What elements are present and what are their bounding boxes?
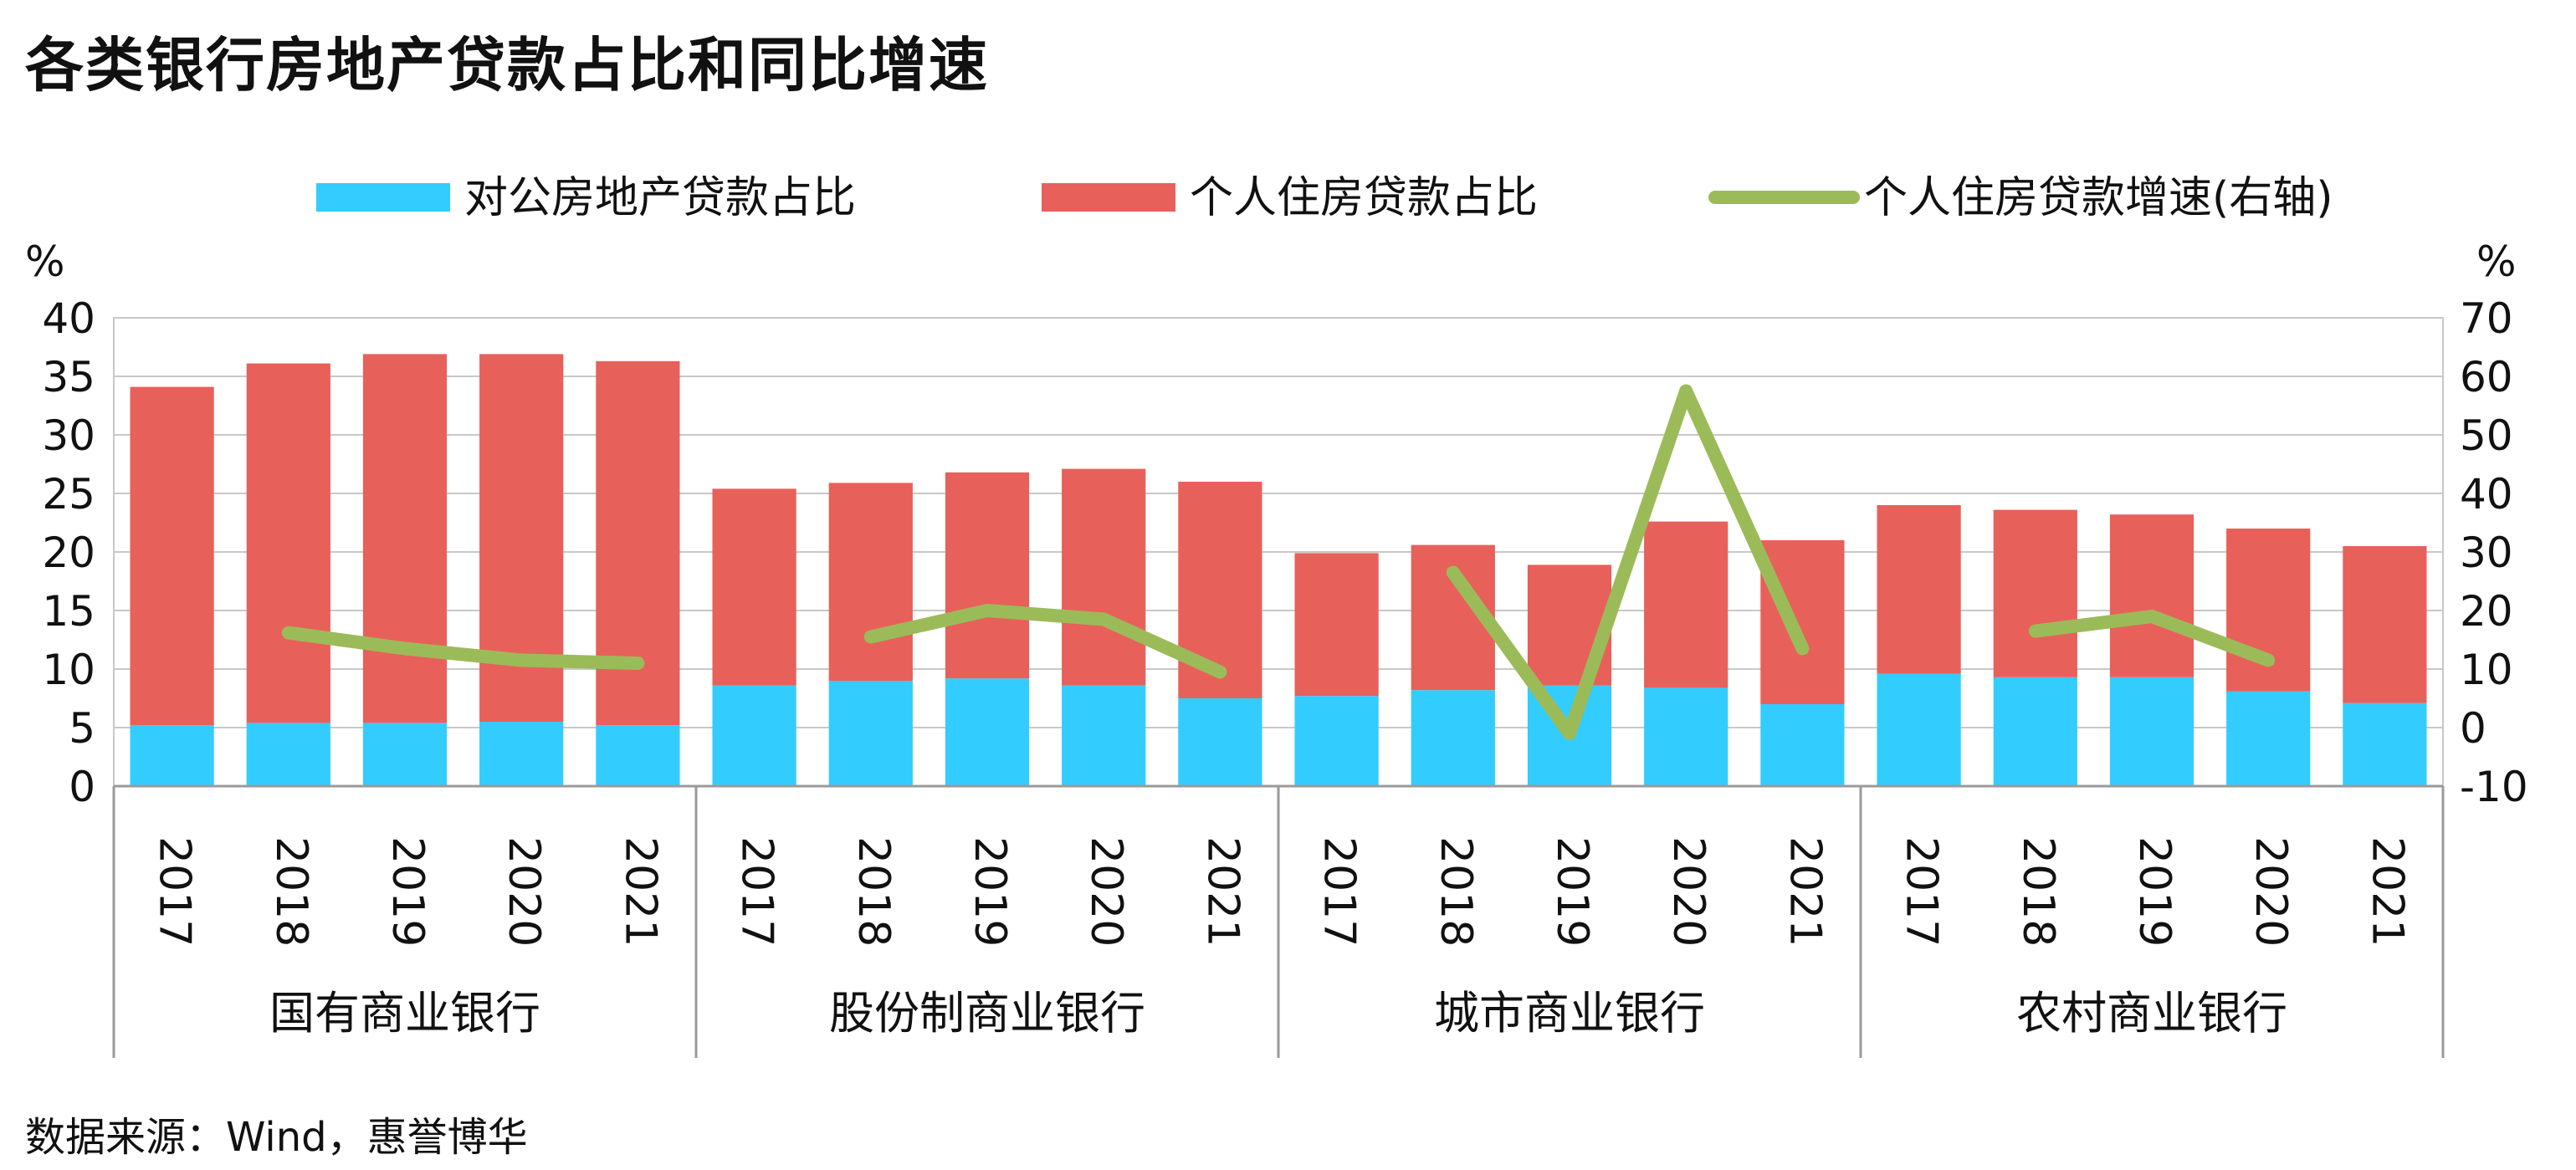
right-tick-label: 30 bbox=[2460, 529, 2513, 577]
legend-label: 对公房地产贷款占比 bbox=[464, 173, 856, 223]
bar-corporate-re bbox=[1760, 704, 1845, 786]
left-tick-label: 30 bbox=[42, 411, 95, 460]
bar-mortgage bbox=[945, 472, 1030, 679]
left-tick-label: 0 bbox=[69, 763, 95, 811]
group-label: 农村商业银行 bbox=[2016, 987, 2287, 1040]
axis-labels: 0 5 10 15 20 25 30 35 40 -10 0 10 20 30 40 50 60 70% % 2017… bbox=[25, 238, 2528, 1040]
bars bbox=[130, 354, 2427, 786]
bar-corporate-re bbox=[1877, 673, 1961, 786]
bar-mortgage bbox=[1877, 505, 1961, 674]
group-label: 城市商业银行 bbox=[1434, 987, 1705, 1040]
right-tick-label: 40 bbox=[2460, 470, 2513, 519]
left-axis-unit: % bbox=[25, 238, 65, 286]
bar-corporate-re bbox=[362, 723, 448, 786]
legend-label: 个人住房贷款占比 bbox=[1190, 173, 1538, 223]
left-tick-label: 20 bbox=[42, 529, 95, 577]
year-label: 2019 bbox=[2129, 836, 2179, 947]
left-tick-label: 5 bbox=[69, 704, 95, 753]
grid-lines bbox=[114, 317, 2443, 787]
year-label: 2020 bbox=[499, 836, 549, 947]
year-label: 2018 bbox=[848, 836, 899, 947]
left-tick-label: 40 bbox=[42, 294, 95, 343]
bar-corporate-re bbox=[130, 725, 214, 786]
bar-corporate-re bbox=[1993, 677, 2077, 786]
year-label: 2020 bbox=[1663, 836, 1713, 947]
bar-mortgage bbox=[2109, 514, 2194, 677]
right-tick-label: 20 bbox=[2460, 587, 2513, 636]
legend-label: 个人住房贷款增速(右轴) bbox=[1864, 173, 2333, 223]
right-tick-label: 10 bbox=[2460, 646, 2513, 694]
bar-mortgage bbox=[712, 488, 796, 686]
source-note: 数据来源：Wind，惠誉博华 bbox=[25, 1114, 528, 1161]
year-label: 2020 bbox=[1081, 836, 1131, 947]
right-tick-label: 50 bbox=[2460, 411, 2513, 460]
year-label: 2019 bbox=[965, 836, 1015, 947]
bar-mortgage bbox=[130, 386, 214, 726]
legend: 对公房地产贷款占比 个人住房贷款占比 个人住房贷款增速(右轴) bbox=[316, 173, 2333, 223]
bar-mortgage bbox=[2343, 546, 2427, 703]
bar-corporate-re bbox=[1178, 698, 1262, 786]
legend-swatch bbox=[1042, 183, 1175, 212]
year-label: 2017 bbox=[150, 836, 200, 947]
bar-corporate-re bbox=[2343, 703, 2427, 786]
year-label: 2018 bbox=[266, 836, 316, 947]
left-tick-label: 25 bbox=[42, 470, 95, 519]
year-label: 2019 bbox=[1547, 836, 1597, 947]
bar-mortgage bbox=[246, 363, 330, 723]
year-label: 2019 bbox=[382, 836, 433, 947]
right-tick-label: 70 bbox=[2460, 294, 2513, 343]
bar-corporate-re bbox=[2226, 691, 2311, 786]
bar-mortgage bbox=[1644, 521, 1728, 688]
right-tick-label: -10 bbox=[2460, 763, 2528, 811]
right-tick-label: 60 bbox=[2460, 353, 2513, 401]
bar-mortgage bbox=[1062, 468, 1146, 686]
axes bbox=[112, 317, 2445, 1058]
left-tick-label: 15 bbox=[42, 587, 95, 636]
year-label: 2017 bbox=[732, 836, 782, 947]
year-label: 2021 bbox=[1197, 836, 1247, 947]
bar-corporate-re bbox=[1644, 687, 1728, 786]
year-label: 2021 bbox=[615, 836, 665, 947]
year-label: 2017 bbox=[1314, 836, 1365, 947]
right-tick-label: 0 bbox=[2460, 704, 2486, 753]
year-label: 2018 bbox=[2013, 836, 2063, 947]
chart-title: 各类银行房地产贷款占比和同比增速 bbox=[25, 30, 989, 100]
bar-corporate-re bbox=[1411, 690, 1495, 786]
year-label: 2020 bbox=[2246, 836, 2296, 947]
bar-corporate-re bbox=[945, 678, 1030, 786]
group-label: 国有商业银行 bbox=[269, 987, 540, 1040]
bar-mortgage bbox=[1760, 540, 1845, 704]
left-tick-label: 10 bbox=[42, 646, 95, 694]
year-label: 2017 bbox=[1897, 836, 1947, 947]
bar-corporate-re bbox=[596, 725, 680, 786]
right-axis-unit: % bbox=[2476, 238, 2517, 286]
bar-corporate-re bbox=[246, 723, 330, 786]
bar-corporate-re bbox=[1062, 685, 1146, 786]
growth-line-segment bbox=[2028, 610, 2276, 667]
bar-mortgage bbox=[1294, 553, 1379, 697]
year-label: 2018 bbox=[1431, 836, 1481, 947]
year-label: 2021 bbox=[2362, 836, 2412, 947]
growth-line-segment bbox=[1446, 384, 1810, 740]
bar-corporate-re bbox=[2109, 677, 2194, 786]
bar-mortgage bbox=[1993, 509, 2077, 677]
bar-corporate-re bbox=[828, 681, 913, 786]
year-label: 2021 bbox=[1780, 836, 1830, 947]
growth-line-segment bbox=[863, 604, 1227, 679]
group-label: 股份制商业银行 bbox=[829, 987, 1145, 1040]
bar-mortgage bbox=[596, 360, 680, 726]
bar-corporate-re bbox=[479, 722, 564, 786]
bar-mortgage bbox=[828, 483, 913, 681]
growth-line bbox=[281, 384, 2276, 740]
bar-corporate-re bbox=[712, 685, 796, 786]
growth-line-segment bbox=[281, 626, 645, 670]
left-tick-label: 35 bbox=[42, 353, 95, 401]
legend-swatch bbox=[316, 183, 450, 212]
bar-mortgage bbox=[362, 354, 448, 723]
bar-corporate-re bbox=[1294, 696, 1379, 786]
